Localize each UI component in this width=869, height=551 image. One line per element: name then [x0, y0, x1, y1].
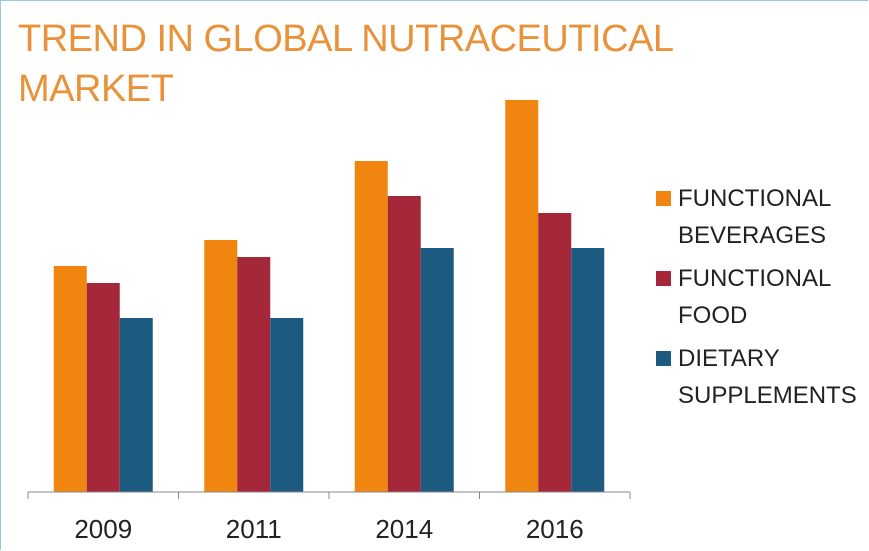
bar — [354, 161, 388, 492]
x-tick-label: 2016 — [526, 514, 584, 544]
legend-entry: FUNCTIONAL FOOD — [656, 260, 866, 334]
bar — [270, 318, 304, 492]
bar — [571, 248, 605, 492]
x-tick-label: 2009 — [74, 514, 132, 544]
legend: FUNCTIONAL BEVERAGES FUNCTIONAL FOOD DIETA… — [656, 180, 866, 420]
legend-label: DIETARY SUPPLEMENTS — [678, 345, 857, 409]
chart-title: TREND IN GLOBAL NUTRACEUTICAL MARKET — [18, 18, 673, 110]
legend-swatch — [656, 271, 671, 286]
legend-label: FUNCTIONAL BEVERAGES — [678, 185, 831, 249]
legend-label: FUNCTIONAL FOOD — [678, 265, 831, 329]
bar — [505, 100, 539, 492]
bar — [119, 318, 153, 492]
bar — [387, 196, 421, 492]
x-tick-label: 2014 — [375, 514, 433, 544]
legend-swatch — [656, 191, 671, 206]
legend-entry: DIETARY SUPPLEMENTS — [656, 340, 866, 414]
legend-entry: FUNCTIONAL BEVERAGES — [656, 180, 866, 254]
bar — [420, 248, 454, 492]
x-tick-label: 2011 — [226, 514, 282, 544]
bar — [204, 240, 238, 492]
bar — [237, 257, 271, 492]
bar — [538, 213, 572, 492]
legend-swatch — [656, 351, 671, 366]
bar — [86, 283, 120, 492]
bar — [53, 266, 87, 492]
